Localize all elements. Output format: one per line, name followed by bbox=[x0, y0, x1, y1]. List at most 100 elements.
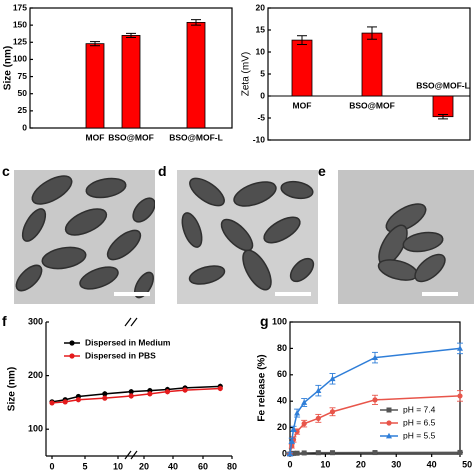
x-tick-label: 0 bbox=[287, 459, 292, 469]
legend-marker bbox=[386, 432, 392, 439]
y-tick-label: 125 bbox=[13, 37, 27, 47]
data-point bbox=[147, 391, 153, 397]
y-tick-label: 15 bbox=[256, 24, 266, 34]
x-tick-label: BSO@MOF-L bbox=[169, 132, 223, 142]
x-tick-label: BSO@MOF bbox=[108, 132, 154, 142]
y-tick-label: 10 bbox=[256, 46, 266, 56]
data-point bbox=[330, 450, 335, 456]
legend-marker bbox=[69, 353, 75, 359]
data-point bbox=[49, 400, 55, 406]
y-tick-label: 100 bbox=[28, 424, 43, 434]
data-point bbox=[294, 450, 300, 456]
y-tick-label: 60 bbox=[277, 369, 287, 379]
x-tick-label: 80 bbox=[227, 461, 237, 471]
data-point bbox=[372, 450, 378, 456]
y-axis-title: Size (nm) bbox=[3, 46, 14, 90]
y-tick-label: -10 bbox=[253, 134, 266, 144]
y-tick-label: 200 bbox=[28, 370, 43, 380]
x-tick-label: MOF bbox=[293, 100, 312, 110]
data-point bbox=[315, 450, 321, 456]
y-tick-label: 175 bbox=[13, 2, 27, 12]
bar bbox=[361, 32, 383, 97]
panel-label-g: g bbox=[260, 313, 269, 329]
x-tick-label: MOF bbox=[86, 132, 105, 142]
data-point bbox=[301, 399, 308, 405]
x-tick-label: 20 bbox=[139, 461, 149, 471]
data-point bbox=[457, 449, 463, 455]
y-tick-label: 150 bbox=[13, 19, 27, 29]
panel-label-c: c bbox=[2, 163, 10, 179]
x-tick-label: 20 bbox=[356, 459, 366, 469]
y-tick-label: 50 bbox=[18, 88, 28, 98]
data-point bbox=[128, 389, 134, 395]
bar bbox=[121, 35, 141, 129]
axis-break bbox=[130, 317, 138, 327]
bar bbox=[432, 95, 454, 118]
y-tick-label: -5 bbox=[257, 112, 265, 122]
panel-label-f: f bbox=[2, 313, 7, 329]
data-point bbox=[315, 387, 322, 394]
data-point bbox=[102, 391, 108, 397]
y-axis-title: Fe release (%) bbox=[257, 354, 268, 421]
data-point bbox=[75, 397, 81, 403]
data-point bbox=[301, 450, 307, 456]
data-point bbox=[290, 425, 297, 432]
data-point bbox=[329, 409, 336, 415]
y-tick-label: 5 bbox=[260, 68, 265, 78]
x-tick-label: 60 bbox=[198, 461, 208, 471]
data-point bbox=[372, 397, 378, 403]
data-point bbox=[182, 387, 188, 393]
x-tick-label: BSO@MOF bbox=[349, 100, 395, 110]
x-tick-label: 40 bbox=[168, 461, 178, 471]
y-tick-label: 0 bbox=[22, 122, 27, 132]
legend-label: pH = 7.4 bbox=[403, 404, 436, 414]
data-point bbox=[102, 395, 108, 401]
x-tick-label: BSO@MOF-L bbox=[416, 80, 470, 90]
y-tick-label: 100 bbox=[272, 316, 287, 326]
data-point bbox=[164, 389, 171, 395]
x-tick-label: 10 bbox=[320, 459, 330, 469]
legend-label: pH = 5.5 bbox=[403, 430, 436, 440]
legend-label: pH = 6.5 bbox=[403, 417, 436, 427]
y-tick-label: 0 bbox=[260, 90, 265, 100]
y-tick-label: 20 bbox=[277, 422, 287, 432]
tem-image-c bbox=[14, 170, 155, 304]
data-point bbox=[62, 399, 68, 405]
legend-marker bbox=[386, 407, 392, 413]
data-point bbox=[217, 385, 223, 392]
axis-break bbox=[130, 450, 138, 460]
legend-label: Dispersed in PBS bbox=[85, 350, 156, 360]
axis-break bbox=[124, 450, 132, 460]
data-point bbox=[288, 437, 295, 444]
data-point bbox=[329, 375, 336, 382]
y-tick-label: 0 bbox=[282, 448, 287, 458]
x-tick-label: 10 bbox=[113, 461, 123, 471]
y-tick-label: 100 bbox=[13, 54, 27, 64]
y-tick-label: 20 bbox=[256, 2, 266, 12]
bar bbox=[85, 43, 105, 129]
data-point bbox=[128, 393, 134, 399]
panel-label-e: e bbox=[318, 163, 326, 179]
data-point bbox=[372, 354, 378, 361]
data-point bbox=[301, 421, 307, 427]
y-axis-title: Size (nm) bbox=[7, 367, 18, 411]
data-point bbox=[315, 415, 321, 421]
x-tick-label: 40 bbox=[427, 459, 437, 469]
panel-label-d: d bbox=[158, 163, 167, 179]
axis-break bbox=[124, 317, 132, 327]
tem-image-e bbox=[338, 170, 474, 304]
data-point bbox=[291, 450, 297, 456]
tem-image-d bbox=[177, 170, 318, 304]
data-point bbox=[457, 393, 463, 399]
y-tick-label: 300 bbox=[28, 316, 43, 326]
data-point bbox=[287, 450, 293, 457]
x-tick-label: 50 bbox=[462, 459, 472, 469]
legend-marker bbox=[386, 420, 392, 426]
legend-label: Dispersed in Medium bbox=[85, 337, 171, 347]
x-tick-label: 0 bbox=[49, 461, 54, 471]
bar bbox=[186, 21, 206, 129]
y-axis-title: Zeta (mV) bbox=[241, 52, 252, 96]
y-tick-label: 40 bbox=[277, 396, 287, 406]
y-tick-label: 75 bbox=[18, 71, 28, 81]
